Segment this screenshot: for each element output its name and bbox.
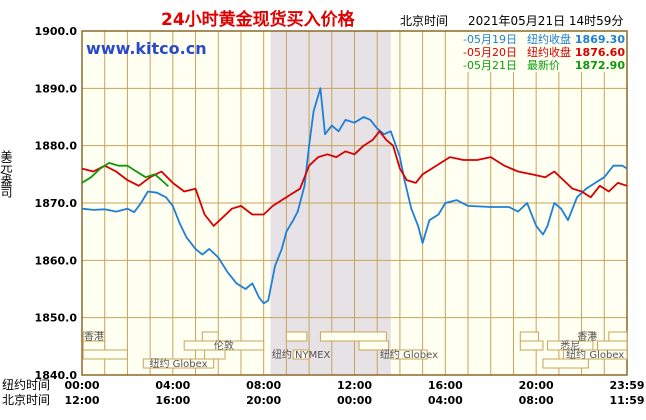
plot-area: 1900.0 1890.0 1880.0 1870.0 1860.0 1850.0 1840… [0,25,628,382]
market-session-box [82,340,106,351]
x-tick-label: 16:00 [155,394,190,407]
market-session-label: 纽约 Globex [149,357,207,370]
x-tick-label: 08:00 [519,394,554,407]
market-session-box [519,331,539,342]
market-session-label: 纽约 Globex [380,348,438,361]
market-session-box [596,340,628,351]
x-tick-label: 20:00 [519,379,554,392]
axis-row-label: 纽约时间 [2,377,50,392]
legend-date: -05月19日 [463,33,517,46]
x-tick-label: 20:00 [246,394,281,407]
x-tick-label: 12:00 [337,379,372,392]
legend-date: -05月21日 [463,59,517,72]
legend-value: 1872.90 [575,59,625,72]
x-tick-label: 00:00 [337,394,372,407]
axis-row-label: 北京时间 [2,393,50,407]
price-line-2 [81,130,628,227]
x-tick-label: 00:00 [64,379,99,392]
legend-label: 最新价 [527,58,560,72]
market-session-box [292,349,310,360]
market-session-box [82,349,128,360]
market-session-label: 悉尼 [560,340,580,352]
x-tick-label: 16:00 [428,379,463,392]
market-session-box [519,340,544,351]
market-session-label: 香港 [84,331,104,343]
market-session-label: 伦敦 [214,339,234,352]
market-session-box [319,331,387,342]
market-session-label: 纽约 Globex [566,348,624,361]
x-tick-label: 08:00 [246,379,281,392]
y-tick-label: 1870.0 [35,197,78,210]
y-tick-label: 1880.0 [35,140,78,153]
timestamp: 2021年05月21日 14时59分 [468,14,623,28]
x-tick-label: 11:59 [609,394,644,407]
market-session-box [201,331,219,342]
market-session-box [142,358,215,369]
legend-box [462,32,626,72]
market-session-label: 纽约 NYMEX [272,348,331,361]
legend-value: 1876.60 [575,46,625,59]
market-session-box [204,349,226,360]
x-tick-label: 04:00 [155,379,190,392]
y-axis-title: 美元/盎司 [0,150,13,198]
market-session-box [608,331,628,342]
market-session-box [542,358,589,369]
legend-label: 纽约收盘 [527,32,571,46]
y-tick-label: 1860.0 [35,254,78,267]
market-session-label: 香港 [577,331,597,343]
legend-value: 1869.30 [575,33,625,46]
x-tick-label: 04:00 [428,394,463,407]
header: 24小时黄金现货买入价格 北京时间 2021年05月21日 14时59分 [161,9,623,30]
plot-border [81,30,628,376]
y-tick-label: 1900.0 [35,25,78,38]
y-tick-label: 1840.0 [35,369,78,382]
legend-date: -05月20日 [463,46,517,59]
price-lines [81,87,628,305]
y-tick-label: 1850.0 [35,312,78,325]
kitco-watermark: www.kitco.cn [86,39,207,58]
price-line-1 [81,87,628,305]
market-session-box [562,349,628,360]
legend-label: 纽约收盘 [527,45,571,59]
market-session-box [285,331,308,342]
x-tick-label: 23:59 [609,379,644,392]
x-tick-label: 12:00 [64,394,99,407]
market-session-box [390,349,428,360]
chart-title: 24小时黄金现货买入价格 [161,9,356,30]
timezone-label: 北京时间 [400,14,448,28]
market-session-box [358,340,390,351]
y-tick-label: 1890.0 [35,82,78,95]
price-line-3 [81,162,169,188]
